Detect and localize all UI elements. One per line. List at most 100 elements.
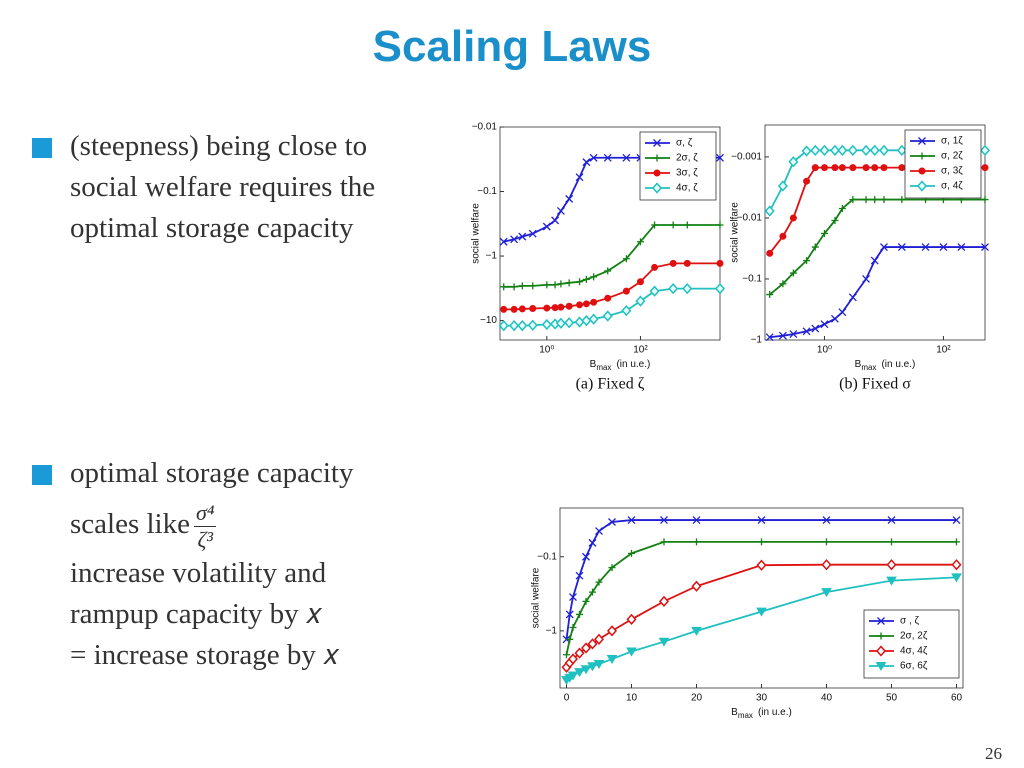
legend-marker [653, 154, 661, 162]
marker [803, 177, 811, 185]
marker [566, 635, 574, 643]
marker [569, 593, 577, 602]
y-tick-label: −0.001 [731, 152, 762, 163]
x-tick-label: 10⁰ [817, 345, 832, 356]
marker [789, 330, 798, 339]
marker [557, 303, 565, 311]
marker [849, 164, 857, 172]
marker [606, 655, 618, 665]
marker [518, 232, 527, 241]
marker [897, 243, 906, 252]
marker [861, 144, 872, 156]
x-tick-label: 10² [936, 345, 951, 356]
marker [658, 595, 670, 607]
x-tick-label: 60 [951, 693, 963, 704]
marker [527, 319, 538, 331]
marker [590, 298, 598, 306]
marker [765, 333, 774, 342]
marker [838, 308, 847, 317]
marker [691, 626, 702, 636]
marker [871, 196, 879, 204]
marker [896, 144, 907, 156]
marker [567, 653, 579, 665]
marker [821, 588, 832, 598]
marker [576, 610, 583, 618]
denominator: ζ³ [197, 527, 213, 552]
legend-marker [875, 645, 887, 657]
marker [575, 173, 584, 182]
marker [651, 263, 659, 271]
y-axis-label: social welfare [531, 567, 542, 628]
marker [951, 559, 962, 571]
marker [595, 527, 603, 535]
marker [626, 613, 637, 626]
marker [565, 194, 574, 203]
legend-label: 2σ, 2ζ [900, 631, 928, 642]
y-tick-label: −1 [546, 626, 558, 637]
marker [756, 607, 767, 617]
marker [574, 647, 585, 659]
y-tick-label: −0.1 [537, 551, 557, 562]
legend-label: 4σ, ζ [676, 183, 698, 194]
marker [563, 651, 570, 659]
marker [628, 549, 635, 557]
x-tick-label: 20 [691, 693, 703, 704]
marker [606, 625, 618, 637]
bullet-text: scales like [70, 508, 190, 541]
bullet-line: optimal storage capacity [70, 212, 354, 244]
marker [588, 538, 597, 547]
marker [499, 237, 508, 246]
legend-marker [875, 662, 887, 671]
marker [819, 144, 830, 156]
marker [589, 153, 598, 162]
marker [567, 671, 579, 681]
fraction: σ⁴ ζ³ [193, 500, 217, 553]
legend-label: 2σ, ζ [676, 153, 698, 164]
marker [756, 559, 767, 571]
marker [898, 164, 906, 172]
x-axis-label-main: B [855, 359, 862, 370]
bullet-marker [32, 138, 52, 158]
marker [636, 278, 644, 286]
y-axis-label: social welfare [730, 202, 741, 263]
marker [602, 310, 613, 322]
marker [565, 302, 573, 310]
marker [829, 144, 840, 156]
legend-marker [877, 617, 885, 625]
marker [589, 588, 596, 596]
marker [510, 305, 518, 313]
marker [691, 580, 702, 592]
marker [869, 144, 880, 156]
marker [716, 221, 724, 229]
marker [551, 304, 559, 312]
marker [543, 281, 551, 289]
marker [510, 283, 518, 291]
marker [622, 287, 630, 295]
marker [565, 279, 573, 287]
marker [541, 318, 552, 331]
marker [847, 144, 858, 156]
legend-marker [653, 169, 661, 177]
marker [636, 238, 644, 246]
x-tick-label: 0 [564, 693, 570, 704]
legend-label: 4σ, 4ζ [900, 646, 928, 657]
marker [556, 206, 565, 215]
marker [822, 516, 831, 525]
marker [500, 305, 508, 313]
legend-marker [916, 180, 928, 192]
marker [766, 249, 774, 257]
marker [779, 280, 787, 288]
bullet-line: social welfare requires the [70, 171, 376, 203]
marker [574, 668, 585, 678]
marker [716, 259, 724, 267]
y-tick-label: −10 [480, 315, 497, 326]
marker [952, 516, 961, 525]
marker [551, 216, 560, 225]
marker [587, 662, 598, 672]
legend-label: σ, 3ζ [941, 166, 963, 177]
legend-label: 3σ, ζ [676, 168, 698, 179]
marker [981, 164, 989, 172]
marker [509, 320, 520, 332]
marker [649, 285, 660, 297]
